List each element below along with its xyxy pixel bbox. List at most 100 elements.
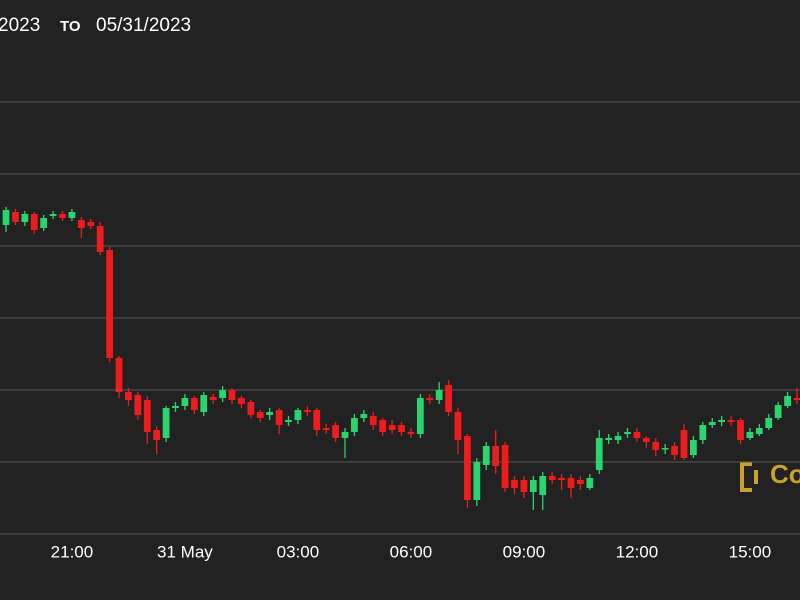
plot: 21:00 31 May 03:00 06:00 09:00 12:00 15:00 [0,101,800,561]
candle-body [416,398,424,434]
candle-body [266,412,274,415]
candle-body [661,448,669,450]
candle-body [605,438,613,440]
candle-body [125,392,132,400]
candle-body [426,398,434,400]
watermark-text: Co [770,459,800,489]
candle-body [680,430,688,458]
candle-body [511,480,518,488]
candle-body [595,438,603,470]
candle-body [322,428,330,430]
candle-body [369,416,377,425]
candle-body [162,408,170,438]
candle-body [77,220,85,228]
candle-body [529,480,537,492]
candle-body [115,358,123,392]
x-tick-label: 15:00 [729,542,772,561]
candle-body [294,410,302,420]
candle-body [501,445,509,488]
candle-body [586,478,594,488]
candle-body [87,222,95,226]
candle-body [520,480,528,492]
x-tick-label: 31 May [157,542,213,561]
candle-body [642,438,650,442]
candle-body [68,212,76,218]
candle-body [303,410,311,412]
candle-body [313,410,321,430]
x-tick-label: 12:00 [616,542,659,561]
candle-body [351,418,358,432]
candle-body [774,405,782,418]
date-from: 2023 [0,15,40,36]
candle-body [285,420,292,422]
candle-body [181,398,189,406]
candle-body [492,446,500,466]
candle-body [577,480,584,484]
candle-body [727,420,735,422]
candle-body [40,218,48,228]
candle-body [341,432,349,438]
candle-body [539,476,547,495]
candle-body [228,390,236,400]
candle-body [190,398,198,410]
candle-body [708,422,716,425]
candle-body [200,395,208,412]
candle-body [247,402,255,415]
candle-body [482,446,490,465]
candle-body [12,212,19,222]
candle-body [21,214,29,222]
candle-body [624,432,631,434]
candle-body [106,250,113,358]
candle-body [238,398,245,404]
candle-body [30,214,38,230]
candle-body [746,432,754,438]
candle-body [388,425,396,430]
candle-body [96,226,104,252]
candle-body [793,398,800,400]
candle-body [699,425,707,440]
candle-body [134,395,142,415]
candle-body [275,410,283,425]
candle-body [548,476,556,480]
candle-body [332,425,339,438]
x-tick-label: 21:00 [51,542,94,561]
candle-body [445,385,452,412]
x-tick-label: 06:00 [390,542,433,561]
candle-body [379,420,387,432]
candle-body [49,214,57,216]
candle-body [435,390,443,400]
candle-body [360,414,368,418]
candle-body [209,397,217,400]
candle-body [652,442,660,450]
candle-body [614,436,622,440]
candle-body [784,396,791,406]
candle-body [59,214,66,218]
candle-body [718,420,726,422]
candle-body [755,428,763,434]
candle-body [407,432,415,434]
x-tick-label: 09:00 [503,542,546,561]
date-separator: TO [60,18,81,35]
candle-body [172,406,179,408]
candle-body [558,478,565,480]
candle-body [153,430,161,440]
x-tick-label: 03:00 [277,542,320,561]
candle-body [398,425,405,432]
candle-body [143,400,151,432]
candle-body [690,440,697,455]
candle-body [454,412,462,440]
watermark-logo [740,462,758,492]
candle-body [671,446,678,455]
candle-body [765,418,773,428]
candle-body [219,390,226,398]
candle-body [737,420,744,440]
candle-body [256,412,264,418]
candle-body [633,432,641,438]
candle-body [567,478,575,488]
date-to: 05/31/2023 [96,15,191,36]
candle-body [464,436,471,500]
candle-body [2,210,10,225]
